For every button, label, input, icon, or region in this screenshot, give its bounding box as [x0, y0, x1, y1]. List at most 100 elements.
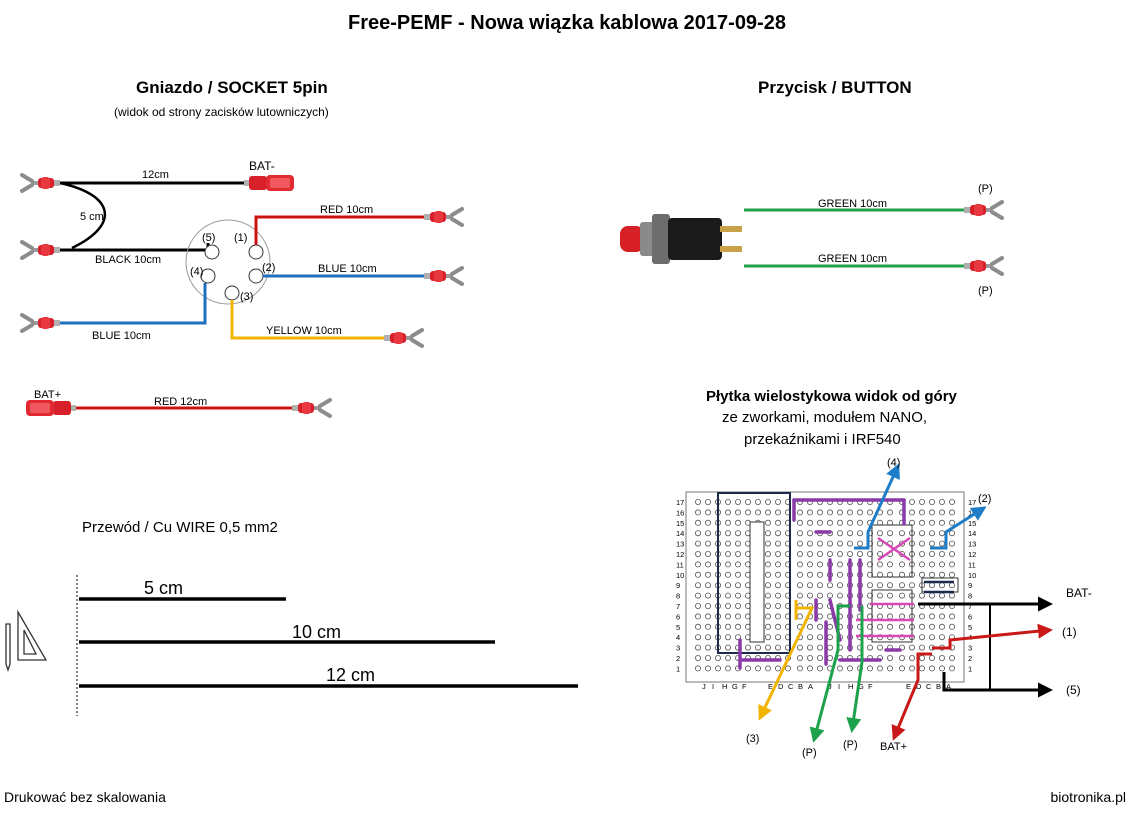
board-hole: [929, 571, 936, 578]
terminal-fork-icon: [382, 328, 424, 348]
board-hole: [929, 665, 936, 672]
board-hole: [725, 509, 732, 516]
board-hole: [949, 623, 956, 630]
board-hole: [887, 665, 894, 672]
terminal-fork-icon: [20, 173, 62, 193]
board-hole: [755, 509, 762, 516]
board-hole: [705, 592, 712, 599]
board-hole: [765, 561, 772, 568]
board-hole: [817, 655, 824, 662]
wire-label-green-2: GREEN 10cm: [818, 253, 887, 265]
footer-site: biotronika.pl: [1050, 789, 1127, 805]
board-hole: [807, 519, 814, 526]
board-hole: [765, 498, 772, 505]
board-hole: [735, 540, 742, 547]
board-hole: [765, 634, 772, 641]
board-column-letter: C: [788, 682, 794, 691]
board-hole: [847, 519, 854, 526]
board-hole: [887, 530, 894, 537]
board-hole: [929, 634, 936, 641]
board-row-number: 5: [968, 623, 972, 632]
board-hole: [695, 530, 702, 537]
board-hole: [817, 571, 824, 578]
board-hole: [827, 509, 834, 516]
board-hole: [817, 644, 824, 651]
board-hole: [919, 561, 926, 568]
board-hole: [695, 665, 702, 672]
board-hole: [837, 665, 844, 672]
board-hole: [887, 592, 894, 599]
board-hole: [735, 592, 742, 599]
board-row-number: 15: [676, 519, 684, 528]
push-button-icon: [620, 214, 742, 264]
board-hole: [877, 592, 884, 599]
board-hole: [705, 498, 712, 505]
wire-ruler-title: Przewód / Cu WIRE 0,5 mm2: [82, 519, 278, 536]
female-spade-icon: [26, 400, 76, 416]
board-hole: [939, 509, 946, 516]
board-hole: [909, 582, 916, 589]
board-row-number: 16: [676, 508, 684, 517]
board-hole: [939, 540, 946, 547]
board-column-letter: A: [808, 682, 813, 691]
board-hole: [919, 623, 926, 630]
board-hole: [797, 509, 804, 516]
board-hole: [939, 582, 946, 589]
board-hole: [765, 519, 772, 526]
board-hole: [949, 655, 956, 662]
board-hole: [797, 582, 804, 589]
board-row-number: 14: [676, 529, 684, 538]
board-hole: [949, 498, 956, 505]
board-hole: [765, 592, 772, 599]
board-label-batm: BAT-: [1066, 586, 1092, 600]
board-hole: [939, 530, 946, 537]
board-row-number: 12: [968, 550, 976, 559]
bat-plus-label: BAT+: [34, 389, 61, 401]
board-hole: [929, 498, 936, 505]
board-hole: [867, 551, 874, 558]
board-column-letter: H: [848, 682, 853, 691]
board-hole: [775, 623, 782, 630]
board-row-number: 2: [968, 654, 972, 663]
board-hole: [939, 634, 946, 641]
board-hole: [725, 498, 732, 505]
board-hole: [867, 623, 874, 630]
board-hole: [735, 519, 742, 526]
board-hole: [929, 551, 936, 558]
board-row-number: 3: [676, 644, 680, 653]
board-hole: [695, 655, 702, 662]
board-hole: [817, 540, 824, 547]
board-hole: [797, 540, 804, 547]
board-hole: [939, 665, 946, 672]
pin-2: (2): [262, 262, 275, 274]
board-hole: [695, 571, 702, 578]
board-hole: [705, 519, 712, 526]
board-hole: [807, 644, 814, 651]
board-row-number: 4: [676, 633, 680, 642]
board-subtitle-1: ze zworkami, modułem NANO,: [722, 409, 928, 426]
board-hole: [817, 561, 824, 568]
board-hole: [949, 582, 956, 589]
board-column-letter: C: [926, 682, 932, 691]
board-hole: [797, 561, 804, 568]
board-column-letter: E: [768, 682, 773, 691]
board-hole: [939, 561, 946, 568]
board-hole: [919, 551, 926, 558]
board-hole: [909, 644, 916, 651]
board-hole: [919, 509, 926, 516]
board-hole: [827, 592, 834, 599]
board-hole: [785, 665, 792, 672]
board-hole: [919, 540, 926, 547]
board-label-batp: BAT+: [880, 741, 907, 753]
board-hole: [755, 644, 762, 651]
board-hole: [817, 665, 824, 672]
board-hole: [939, 551, 946, 558]
wire-label-blue-right: BLUE 10cm: [318, 263, 377, 275]
board-hole: [867, 592, 874, 599]
board-row-number: 11: [676, 560, 684, 569]
board-hole: [827, 613, 834, 620]
board-hole: [909, 655, 916, 662]
board-hole: [705, 509, 712, 516]
board-hole: [817, 509, 824, 516]
